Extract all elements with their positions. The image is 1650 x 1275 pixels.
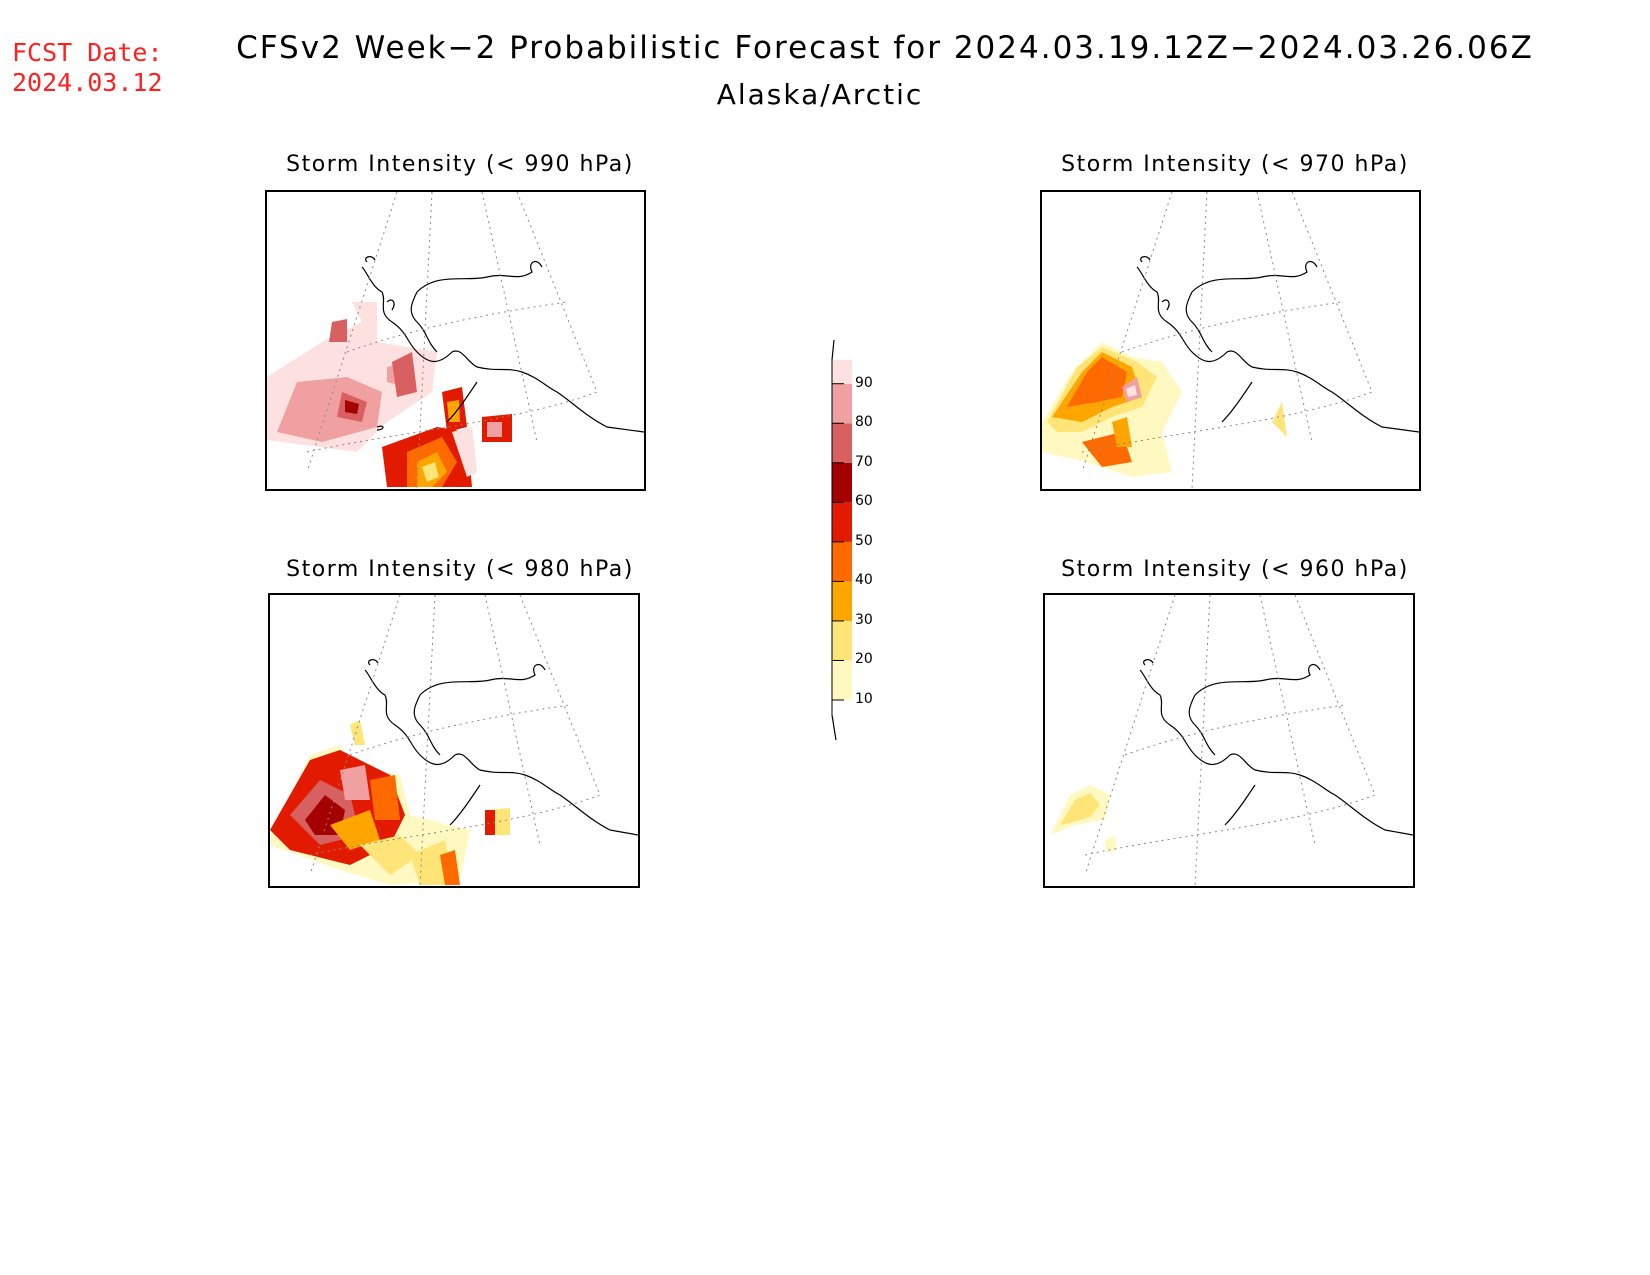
legend-swatch-10: [832, 660, 852, 700]
legend-top-cap: [831, 339, 835, 361]
page-subtitle: Alaska/Arctic: [716, 78, 924, 111]
map-panel-990: [265, 190, 646, 491]
map-panel-980: [268, 593, 640, 888]
fcst-date: FCST Date: 2024.03.12: [12, 38, 163, 98]
legend-swatch-80: [832, 383, 852, 424]
legend-swatch-60: [832, 462, 852, 503]
panel-title-990: Storm Intensity (< 990 hPa): [286, 152, 634, 177]
lat-lon-grid: [1081, 192, 1373, 489]
legend-swatch-30: [832, 581, 852, 621]
legend-label-20: 20: [855, 651, 873, 668]
panel-title-970: Storm Intensity (< 970 hPa): [1061, 152, 1409, 177]
legend-bottom-cap: [831, 714, 837, 741]
coastline: [1136, 256, 1419, 433]
coastline: [361, 256, 644, 433]
fcst-date-label: FCST Date:: [12, 38, 163, 67]
coastline: [1139, 659, 1413, 836]
coastline: [364, 659, 638, 836]
legend-label-10: 10: [855, 691, 873, 707]
fcst-date-value: 2024.03.12: [12, 68, 163, 97]
legend-label-70: 70: [855, 453, 873, 470]
lat-lon-grid: [306, 192, 598, 489]
legend-swatch-40: [832, 541, 852, 582]
probability-fill: [267, 302, 512, 487]
legend-swatch-20: [832, 620, 852, 661]
color-legend: [831, 339, 852, 741]
probability-fill: [1042, 342, 1287, 477]
map-panel-970: [1040, 190, 1421, 491]
lat-lon-grid: [309, 595, 601, 886]
legend-blocks: [832, 360, 852, 701]
legend-label-40: 40: [855, 572, 873, 589]
legend-swatch-70: [832, 423, 852, 463]
probability-fill: [270, 720, 510, 885]
panel-title-960: Storm Intensity (< 960 hPa): [1061, 557, 1409, 582]
legend-label-60: 60: [855, 493, 873, 510]
legend-label-80: 80: [855, 414, 873, 431]
legend-label-50: 50: [855, 532, 873, 549]
legend-swatch-50: [832, 502, 852, 542]
legend-label-90: 90: [855, 374, 873, 391]
panel-title-980: Storm Intensity (< 980 hPa): [286, 557, 634, 582]
legend-label-30: 30: [855, 611, 873, 628]
lat-lon-grid: [1084, 595, 1376, 886]
page-title: CFSv2 Week−2 Probabilistic Forecast for …: [236, 30, 1534, 66]
map-panel-960: [1043, 593, 1415, 888]
probability-fill: [1050, 785, 1117, 853]
legend-swatch-90: [832, 360, 852, 384]
